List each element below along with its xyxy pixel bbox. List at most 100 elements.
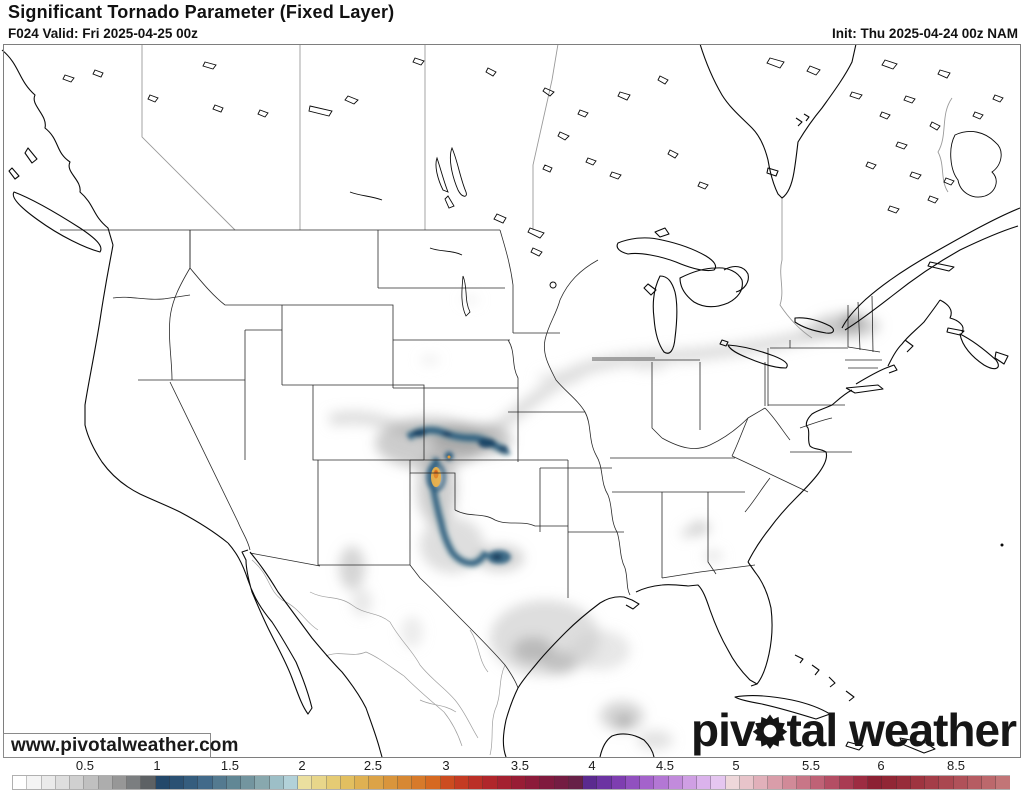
colorbar-cell bbox=[597, 776, 612, 789]
colorbar-cell bbox=[298, 776, 313, 789]
colorbar-cell bbox=[511, 776, 526, 789]
colorbar-cell bbox=[13, 776, 28, 789]
us-state-borders bbox=[60, 229, 882, 689]
colorbar-tick-1.5: 1.5 bbox=[220, 758, 239, 773]
colorbar-cell bbox=[155, 776, 170, 789]
colorbar-cell bbox=[982, 776, 997, 789]
watermark-url: www.pivotalweather.com bbox=[11, 734, 239, 756]
colorbar-cell bbox=[939, 776, 954, 789]
colorbar-tick-3.5: 3.5 bbox=[510, 758, 530, 773]
forecast-map: www.pivotalweather.com piv tal weather bbox=[0, 44, 1024, 758]
logo-text-tal: tal bbox=[786, 704, 838, 756]
colorbar-cell bbox=[682, 776, 697, 789]
colorbar-cell bbox=[127, 776, 142, 789]
colorbar-cell bbox=[768, 776, 783, 789]
colorbar-cell bbox=[355, 776, 370, 789]
colorbar-cell bbox=[910, 776, 925, 789]
colorbar-cell bbox=[469, 776, 484, 789]
colorbar-cell bbox=[654, 776, 669, 789]
colorbar-tick-labels: 0.5 1 1.5 2 2.5 3 3.5 4 4.5 5 5.5 6 8.5 bbox=[12, 758, 1010, 774]
colorbar-cell bbox=[796, 776, 811, 789]
colorbar-cell bbox=[383, 776, 398, 789]
colorbar-cell bbox=[625, 776, 640, 789]
colorbar-cell bbox=[269, 776, 284, 789]
colorbar-cell bbox=[996, 776, 1010, 789]
colorbar-cell bbox=[340, 776, 355, 789]
colorbar-cell bbox=[540, 776, 555, 789]
colorbar-cell bbox=[554, 776, 569, 789]
colorbar-cell bbox=[27, 776, 42, 789]
colorbar-tick-5: 5 bbox=[732, 758, 740, 773]
colorbar-cell bbox=[212, 776, 227, 789]
colorbar-tick-2.5: 2.5 bbox=[363, 758, 383, 773]
colorbar-cell bbox=[426, 776, 441, 789]
colorbar-cell bbox=[725, 776, 740, 789]
colorbar-cell bbox=[454, 776, 469, 789]
gear-icon bbox=[752, 710, 788, 756]
lakes-and-islands bbox=[62, 57, 1004, 317]
colorbar-cell bbox=[967, 776, 982, 789]
colorbar-cell bbox=[70, 776, 85, 789]
colorbar-cell bbox=[169, 776, 184, 789]
colorbar-cell bbox=[283, 776, 298, 789]
colorbar-tick-0.5: 0.5 bbox=[75, 758, 94, 773]
colorbar-tick-6: 6 bbox=[877, 758, 885, 773]
colorbar-cell bbox=[583, 776, 598, 789]
colorbar-tick-4.5: 4.5 bbox=[655, 758, 675, 773]
colorbar-cell bbox=[397, 776, 412, 789]
colorbar-cell bbox=[896, 776, 911, 789]
colorbar-cell bbox=[568, 776, 583, 789]
init-time-label: Init: Thu 2025-04-24 00z NAM bbox=[831, 26, 1018, 41]
colorbar: 0.5 1 1.5 2 2.5 3 3.5 4 4.5 5 5.5 6 8.5 bbox=[0, 758, 1024, 791]
colorbar-cell bbox=[369, 776, 384, 789]
colorbar-cell bbox=[55, 776, 70, 789]
colorbar-cell bbox=[668, 776, 683, 789]
coastlines bbox=[1, 44, 1021, 758]
colorbar-tick-3: 3 bbox=[442, 758, 450, 773]
colorbar-cell bbox=[526, 776, 541, 789]
colorbar-cell bbox=[41, 776, 56, 789]
colorbar-tick-4: 4 bbox=[588, 758, 596, 773]
map-frame-border bbox=[3, 44, 1021, 758]
colorbar-cell bbox=[611, 776, 626, 789]
logo-text-weather: weather bbox=[849, 704, 1017, 756]
page-title: Significant Tornado Parameter (Fixed Lay… bbox=[8, 2, 395, 22]
mexico-state-borders bbox=[251, 559, 506, 756]
canada-province-borders bbox=[141, 44, 953, 339]
header: Significant Tornado Parameter (Fixed Lay… bbox=[0, 0, 1024, 44]
colorbar-tick-1: 1 bbox=[153, 758, 161, 773]
colorbar-cell bbox=[141, 776, 156, 789]
colorbar-cell bbox=[868, 776, 883, 789]
colorbar-cell bbox=[84, 776, 99, 789]
colorbar-cell bbox=[782, 776, 797, 789]
colorbar-cell bbox=[241, 776, 256, 789]
colorbar-cell bbox=[953, 776, 968, 789]
pivotal-weather-logo: piv tal weather bbox=[690, 704, 1017, 756]
colorbar-cell bbox=[825, 776, 840, 789]
colorbar-cell bbox=[640, 776, 655, 789]
colorbar-cell bbox=[697, 776, 712, 789]
colorbar-cell bbox=[112, 776, 127, 789]
colorbar-cell bbox=[483, 776, 498, 789]
colorbar-tick-2: 2 bbox=[298, 758, 306, 773]
logo-text-piv: piv bbox=[690, 704, 755, 756]
colorbar-cell bbox=[711, 776, 726, 789]
colorbar-cell bbox=[440, 776, 455, 789]
colorbar-cell bbox=[754, 776, 769, 789]
colorbar-cell bbox=[326, 776, 341, 789]
colorbar-cell bbox=[312, 776, 327, 789]
colorbar-cell bbox=[853, 776, 868, 789]
colorbar-tick-5.5: 5.5 bbox=[801, 758, 821, 773]
colorbar-cell bbox=[882, 776, 897, 789]
colorbar-cell bbox=[255, 776, 270, 789]
colorbar-cell bbox=[739, 776, 754, 789]
colorbar-cell bbox=[839, 776, 854, 789]
colorbar-cell bbox=[226, 776, 241, 789]
colorbar-cell bbox=[412, 776, 427, 789]
watermark-box: www.pivotalweather.com bbox=[3, 733, 238, 758]
map-canvas bbox=[1, 44, 1021, 758]
colorbar-tick-8.5: 8.5 bbox=[946, 758, 966, 773]
colorbar-cell bbox=[925, 776, 940, 789]
stp-blue-band bbox=[404, 424, 513, 569]
colorbar-cell bbox=[98, 776, 113, 789]
